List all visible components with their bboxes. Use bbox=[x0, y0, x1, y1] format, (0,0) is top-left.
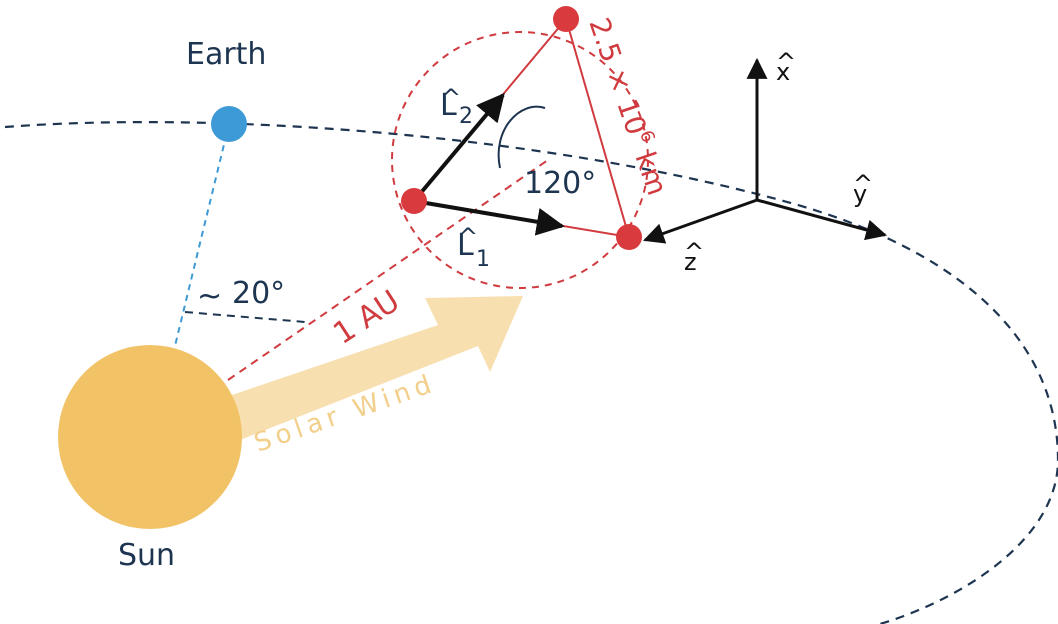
vector-l2-sub: 2 bbox=[459, 104, 473, 129]
vector-l1-sub: 1 bbox=[476, 247, 490, 272]
sun bbox=[58, 345, 242, 529]
constellation-circle bbox=[391, 31, 649, 289]
axis-z-hat: ^ bbox=[684, 238, 704, 266]
au-distance-line bbox=[227, 159, 549, 381]
axis-z-arrow bbox=[643, 198, 758, 244]
axis-y-label: y bbox=[853, 180, 867, 208]
sun-label: Sun bbox=[118, 538, 175, 573]
vector-l2-hat: ^ bbox=[441, 84, 461, 112]
earth bbox=[211, 106, 247, 142]
earth-sun-line bbox=[173, 123, 230, 351]
earth-label: Earth bbox=[186, 37, 266, 72]
axis-x-hat: ^ bbox=[776, 48, 796, 76]
vector-l1-label: L bbox=[457, 228, 474, 263]
spacecraft-left bbox=[401, 188, 427, 214]
solar-wind-arrow bbox=[232, 296, 523, 440]
vector-l1-arrow bbox=[413, 199, 565, 236]
arm-length-unit: km bbox=[629, 148, 674, 200]
axis-y-arrow bbox=[756, 198, 888, 241]
triangle-angle-label: 120° bbox=[524, 166, 596, 201]
spacecraft-right bbox=[616, 224, 642, 250]
axis-x-label: x bbox=[776, 58, 790, 86]
angle-earth-sun-label: 20° bbox=[232, 276, 285, 311]
angle-reference-line bbox=[184, 311, 306, 323]
spacecraft-top bbox=[553, 6, 579, 32]
axis-z-label: z bbox=[684, 248, 697, 276]
axis-y-hat: ^ bbox=[853, 170, 873, 198]
arm-length-mantissa: 2.5 × 10 bbox=[582, 14, 653, 140]
triangle-angle-arc bbox=[497, 105, 546, 169]
vector-l2-label: L bbox=[440, 88, 457, 123]
arm-length-label: 2.5 × 106 km bbox=[582, 13, 675, 200]
vector-l1-hat: ^ bbox=[458, 223, 478, 251]
vector-l2-arrow bbox=[412, 92, 505, 203]
angle-earth-sun-approx: ~ bbox=[197, 279, 222, 314]
